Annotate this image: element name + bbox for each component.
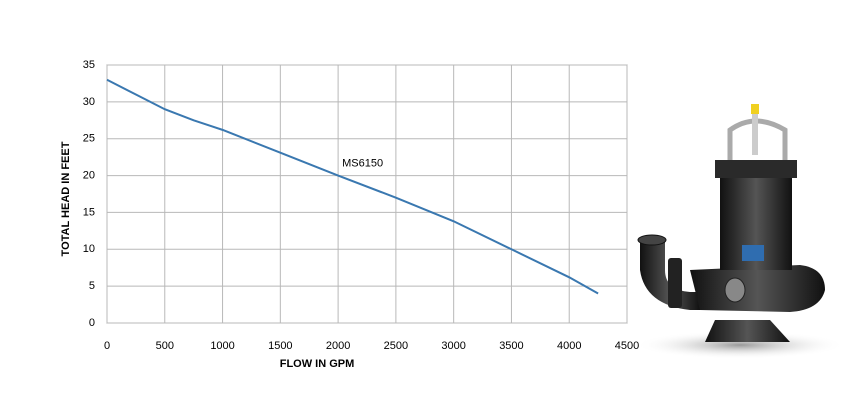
y-tick-label: 35: [83, 59, 95, 71]
x-tick-label: 2500: [384, 340, 408, 352]
x-tick-label: 2000: [326, 340, 350, 352]
y-axis-title: TOTAL HEAD IN FEET: [60, 141, 72, 256]
x-tick-label: 3000: [441, 340, 465, 352]
pump-image: [635, 104, 845, 359]
y-tick-label: 15: [83, 206, 95, 218]
y-tick-label: 30: [83, 96, 95, 108]
y-tick-label: 20: [83, 169, 95, 181]
x-tick-label: 500: [156, 340, 174, 352]
y-tick-label: 10: [83, 243, 95, 255]
x-tick-label: 1000: [210, 340, 234, 352]
x-tick-label: 3500: [499, 340, 523, 352]
series-line: [106, 78, 599, 295]
x-tick-label: 0: [104, 340, 110, 352]
y-tick-label: 25: [83, 133, 95, 145]
x-tick-label: 4000: [557, 340, 581, 352]
x-axis-title: FLOW IN GPM: [280, 358, 355, 370]
y-tick-label: 5: [89, 280, 95, 292]
y-tick-label: 0: [89, 317, 95, 329]
x-tick-label: 4500: [615, 340, 639, 352]
x-tick-label: 1500: [268, 340, 292, 352]
series-label: MS6150: [342, 157, 383, 169]
plot-area: [106, 64, 628, 324]
